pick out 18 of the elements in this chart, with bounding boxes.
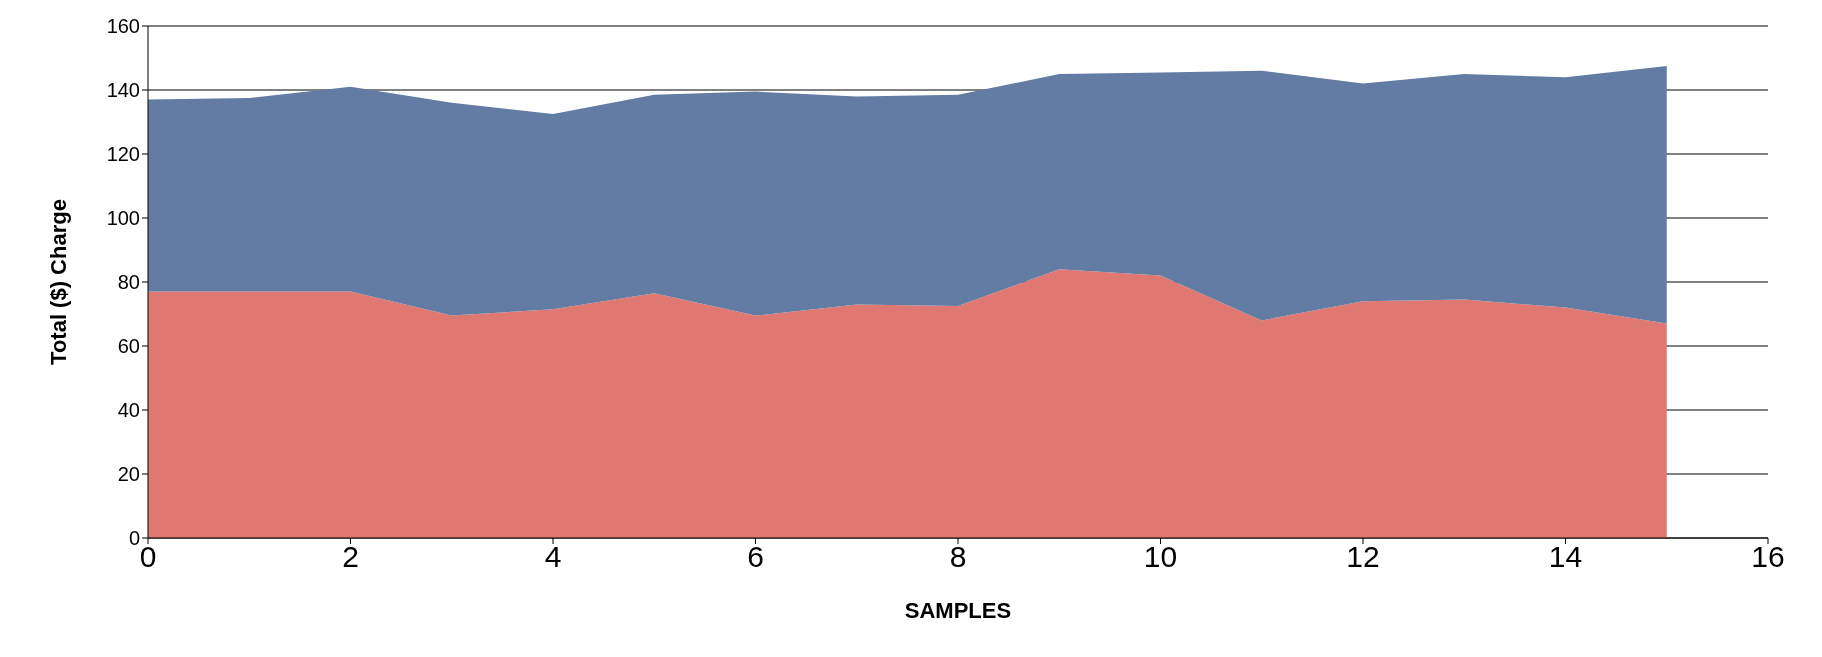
y-tick-label: 80 <box>117 271 140 294</box>
x-tick-label: 10 <box>1143 540 1178 574</box>
x-axis-title: SAMPLES <box>904 598 1012 623</box>
y-tick-label: 160 <box>106 15 140 38</box>
y-tick-label: 100 <box>106 207 140 230</box>
y-tick-label: 120 <box>106 143 140 166</box>
x-tick-label: 4 <box>544 540 562 574</box>
x-tick-label: 2 <box>342 540 359 574</box>
x-tick-label: 12 <box>1346 540 1380 574</box>
y-tick-label: 140 <box>106 79 140 102</box>
y-tick-label: 60 <box>117 335 140 358</box>
x-tick-label: 6 <box>747 540 764 574</box>
x-tick-label: 16 <box>1751 540 1785 574</box>
y-tick-label: 20 <box>117 463 140 486</box>
y-tick-label: 40 <box>117 399 140 422</box>
x-tick-label: 14 <box>1548 540 1583 574</box>
y-axis-title: Total ($) Charge <box>45 199 71 365</box>
x-tick-label: 8 <box>949 540 967 574</box>
